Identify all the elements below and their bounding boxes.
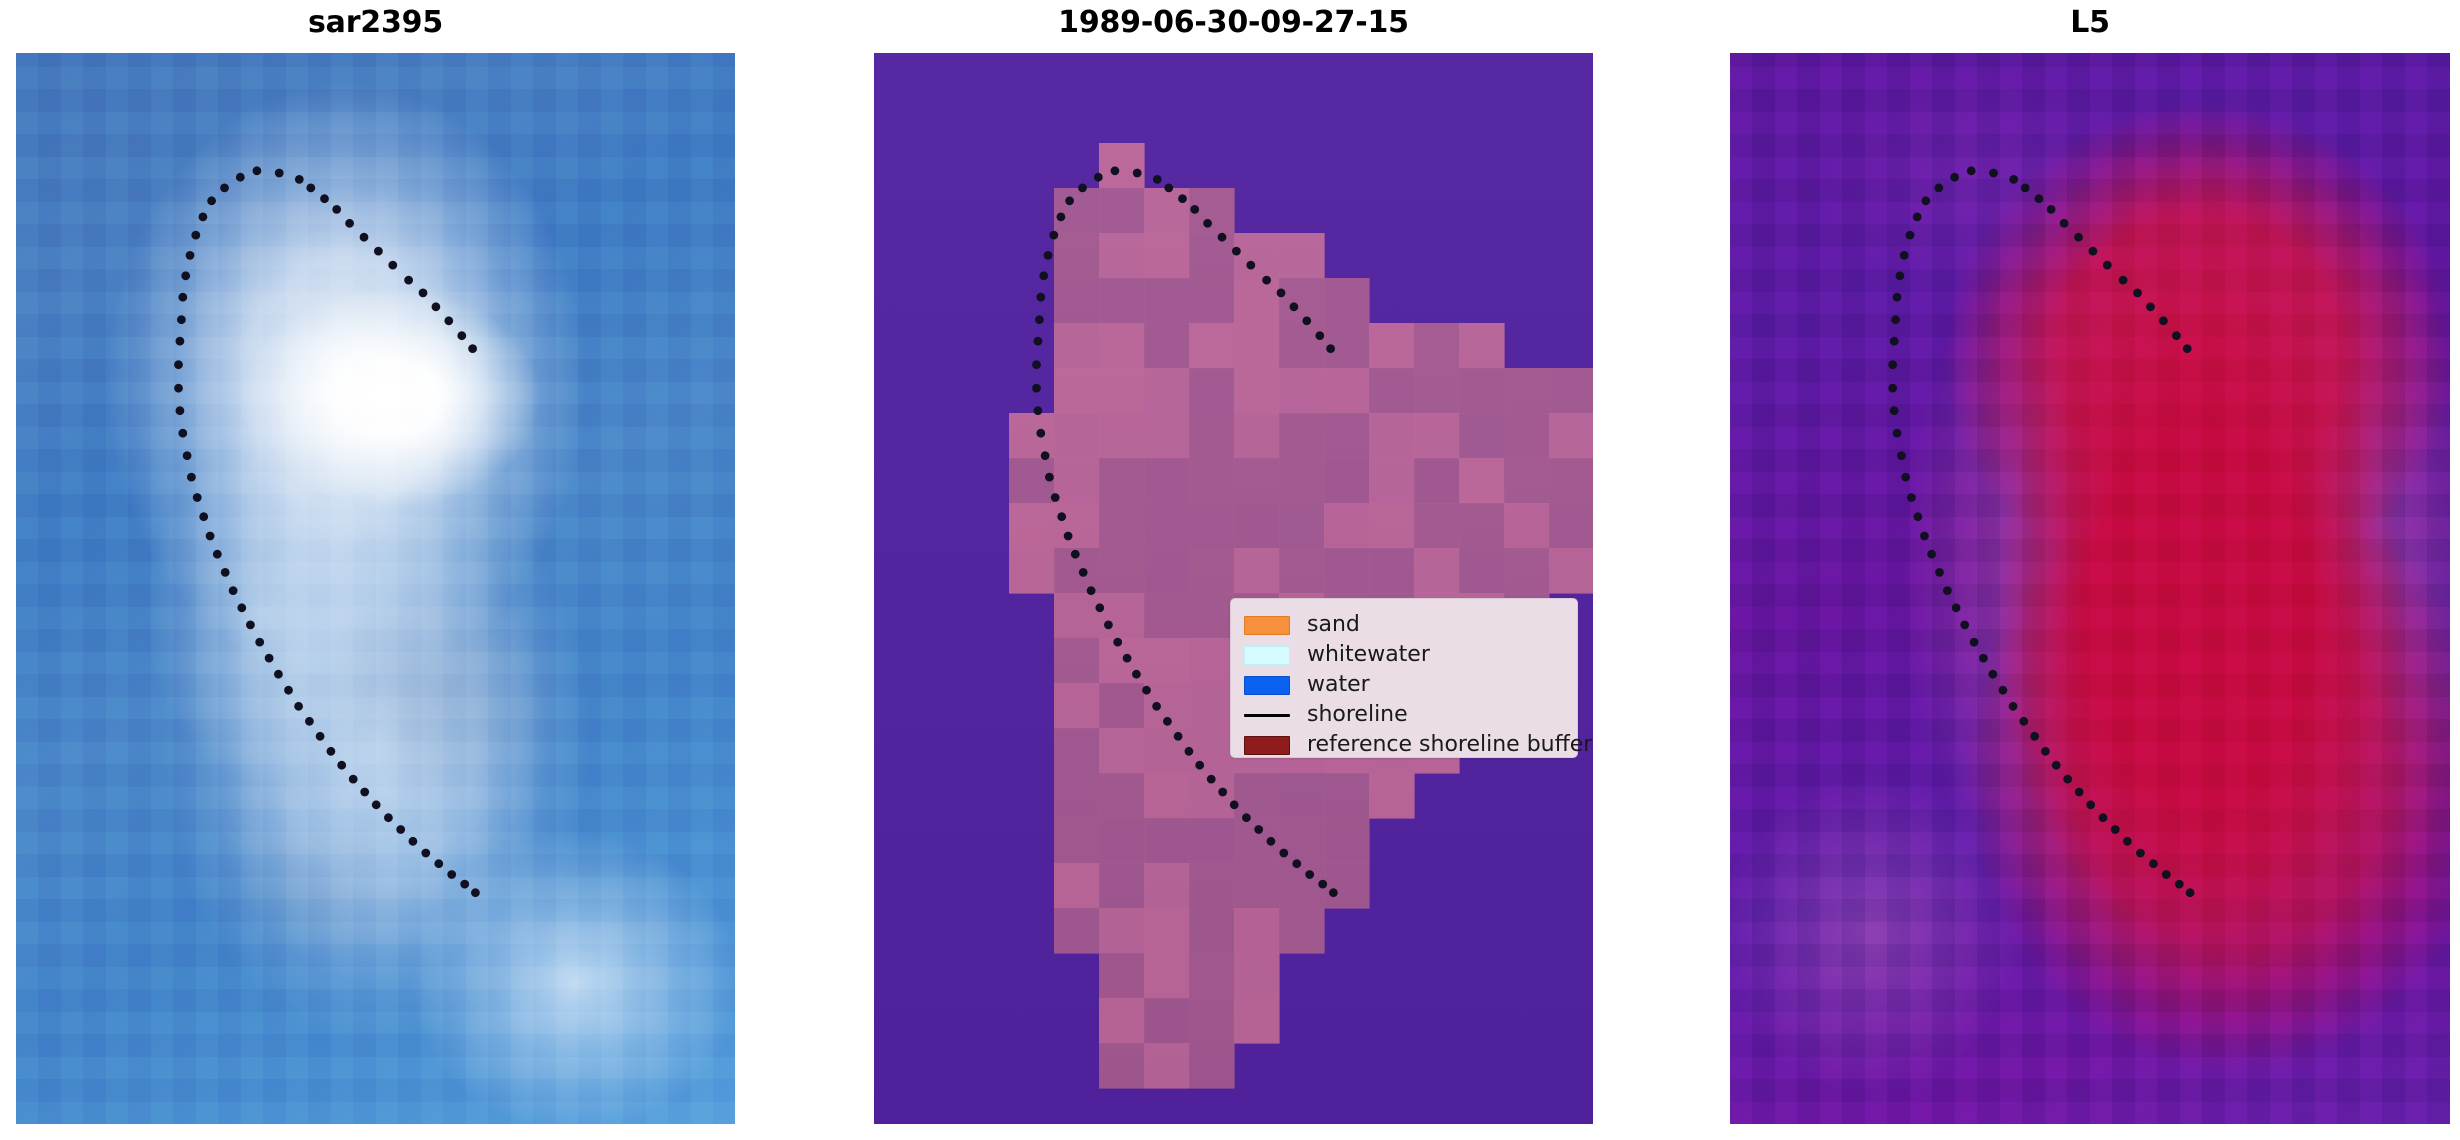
legend-box[interactable]: sand whitewater water shoreline reference sh… (1230, 598, 1592, 760)
legend-label-reference-shoreline-buffer: reference shoreline buffer (1307, 732, 1593, 757)
panel-classification-axes (874, 53, 1593, 1124)
legend-swatch-whitewater (1244, 645, 1290, 665)
l5-transition-raster (1730, 53, 2450, 1124)
legend-swatch-shoreline (1244, 713, 1290, 717)
legend-swatch-water (1244, 675, 1290, 695)
panel-l5[interactable] (1730, 53, 2450, 1124)
legend-item-sand[interactable]: sand (1244, 610, 1563, 640)
panel-sar-axes (16, 53, 735, 1124)
sar-bright-beach-raster (16, 53, 735, 1124)
legend-label-water: water (1307, 672, 1370, 697)
legend-label-shoreline: shoreline (1307, 702, 1408, 727)
panel-title-classification: 1989-06-30-09-27-15 (1058, 5, 1409, 40)
legend-swatch-sand (1244, 615, 1290, 635)
legend-label-sand: sand (1307, 612, 1360, 637)
l5-beach-raster (1730, 53, 2450, 1124)
panel-title-sar: sar2395 (308, 5, 443, 40)
legend-label-whitewater: whitewater (1307, 642, 1430, 667)
legend-item-shoreline[interactable]: shoreline (1244, 700, 1563, 730)
panel-classification[interactable] (874, 53, 1593, 1124)
panel-l5-axes (1730, 53, 2450, 1124)
legend-swatch-reference-shoreline-buffer (1244, 735, 1290, 755)
legend-item-reference-shoreline-buffer[interactable]: reference shoreline buffer (1244, 730, 1592, 760)
panel-sar[interactable] (16, 53, 735, 1124)
legend-item-water[interactable]: water (1244, 670, 1563, 700)
legend-rows: sand whitewater water shoreline reference sh… (1244, 610, 1592, 760)
classification-shading (874, 53, 1593, 1124)
sar-shadow-raster (16, 53, 735, 1124)
legend-item-whitewater[interactable]: whitewater (1244, 640, 1563, 670)
panel-title-l5: L5 (2070, 5, 2110, 40)
